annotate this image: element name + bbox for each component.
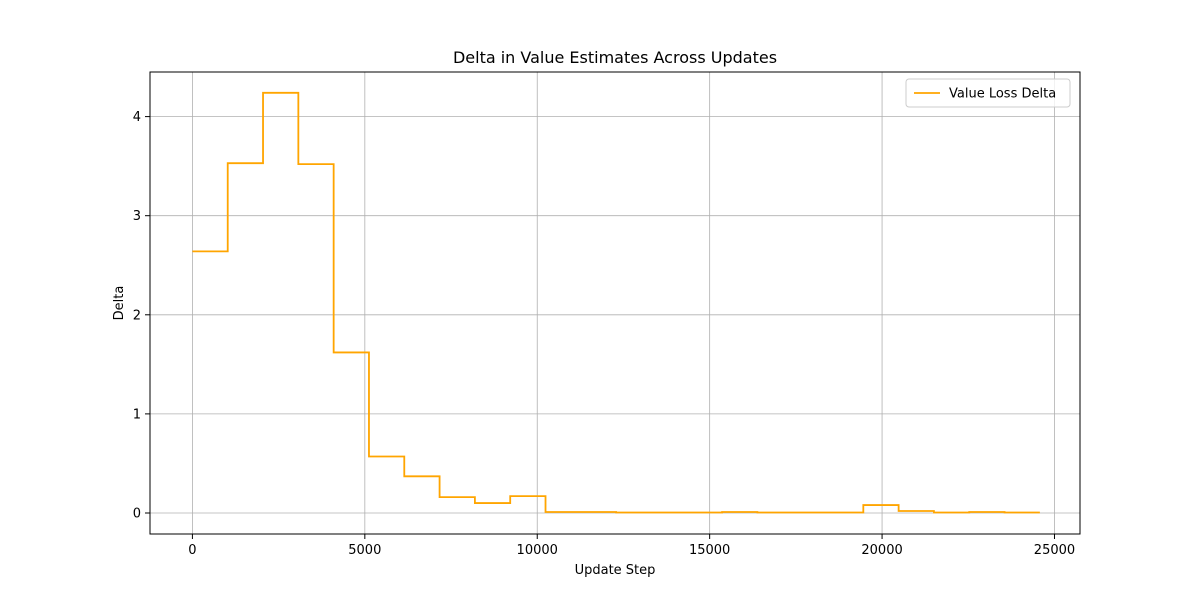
x-tick-label: 5000 — [348, 543, 381, 558]
series-layer — [192, 91, 1040, 514]
y-tick-label: 2 — [133, 308, 141, 323]
x-tick-label: 25000 — [1034, 543, 1075, 558]
x-tick-label: 0 — [188, 543, 196, 558]
x-axis-label: Update Step — [575, 563, 656, 578]
chart-title: Delta in Value Estimates Across Updates — [453, 48, 777, 67]
y-axis-label: Delta — [112, 286, 127, 321]
x-tick-label: 10000 — [517, 543, 558, 558]
y-tick-label: 1 — [133, 407, 141, 422]
plot-frame — [149, 71, 1081, 535]
legend-label: Value Loss Delta — [949, 87, 1056, 102]
y-tick-label: 0 — [133, 506, 141, 521]
series-line — [192, 91, 1040, 514]
y-tick-label: 4 — [133, 110, 141, 125]
x-tick-label: 20000 — [861, 543, 902, 558]
legend: Value Loss Delta — [905, 78, 1071, 108]
ticks: 0 5000 10000 15000 20000 25000 0 1 2 3 4 — [133, 110, 1075, 558]
legend-box — [905, 78, 1071, 108]
x-tick-label: 15000 — [689, 543, 730, 558]
y-tick-label: 3 — [133, 209, 141, 224]
grid — [150, 72, 1080, 534]
